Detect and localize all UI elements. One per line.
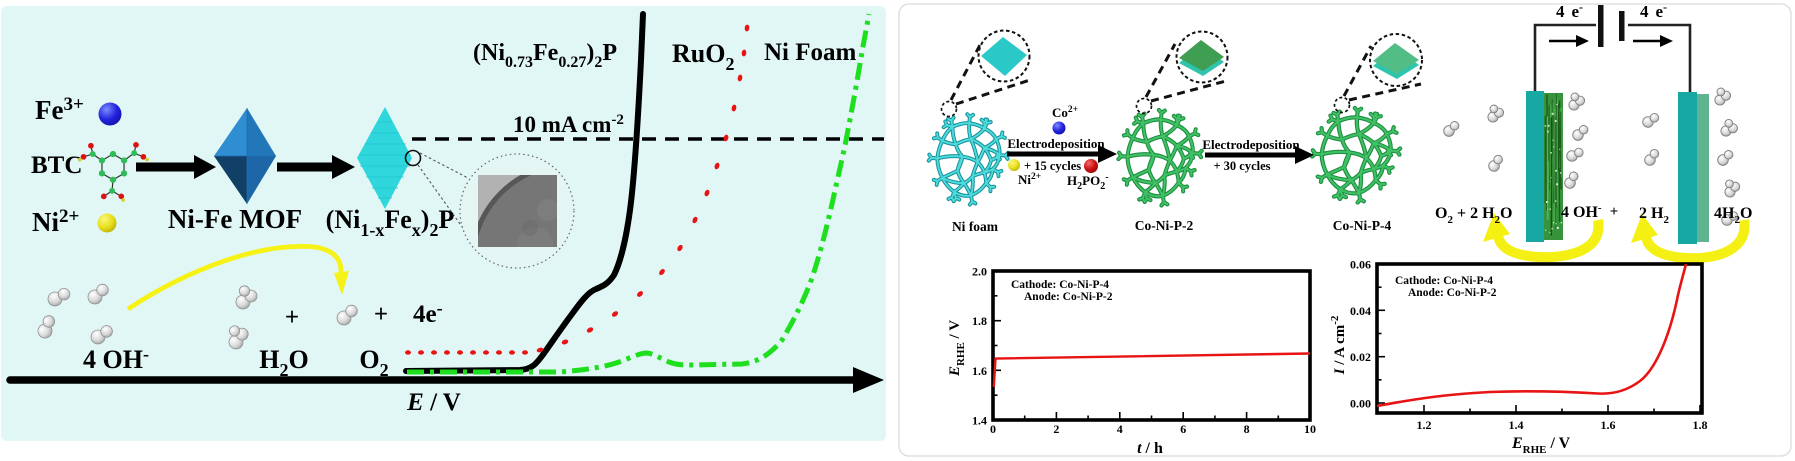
svg-text:I / A cm-2: I / A cm-2 xyxy=(1329,315,1348,375)
svg-text:(Ni0.73Fe0.27)2P: (Ni0.73Fe0.27)2P xyxy=(473,40,617,71)
svg-text:ERHE / V: ERHE / V xyxy=(1511,435,1571,456)
svg-text:1.6: 1.6 xyxy=(1601,418,1616,432)
svg-text:Co-Ni-P-2: Co-Ni-P-2 xyxy=(1135,218,1194,233)
svg-text:0.06: 0.06 xyxy=(1350,258,1371,272)
svg-text:10: 10 xyxy=(1304,422,1316,436)
svg-text:1.6: 1.6 xyxy=(972,364,987,378)
svg-text:Electrodeposition: Electrodeposition xyxy=(1202,137,1300,152)
svg-text:+: + xyxy=(374,301,388,328)
svg-text:Anode: Co-Ni-P-2: Anode: Co-Ni-P-2 xyxy=(1024,291,1113,303)
svg-text:10 mA cm-2: 10 mA cm-2 xyxy=(513,112,624,137)
svg-text:6: 6 xyxy=(1180,422,1186,436)
svg-text:8: 8 xyxy=(1244,422,1250,436)
svg-text:+: + xyxy=(285,304,299,331)
svg-text:Cathode: Co-Ni-P-4: Cathode: Co-Ni-P-4 xyxy=(1011,279,1109,291)
svg-text:Co-Ni-P-4: Co-Ni-P-4 xyxy=(1333,218,1392,233)
svg-text:Ni foam: Ni foam xyxy=(952,219,999,234)
svg-text:0: 0 xyxy=(990,422,996,436)
svg-text:+ 30 cycles: + 30 cycles xyxy=(1213,159,1270,173)
svg-text:+: + xyxy=(1610,204,1619,220)
svg-text:2 H2: 2 H2 xyxy=(1639,205,1669,226)
svg-text:0.02: 0.02 xyxy=(1350,350,1371,364)
svg-text:+ 15 cycles: + 15 cycles xyxy=(1024,159,1081,173)
svg-text:Anode: Co-Ni-P-2: Anode: Co-Ni-P-2 xyxy=(1408,287,1497,299)
svg-text:Electrodeposition: Electrodeposition xyxy=(1007,136,1105,151)
svg-text:4 OH-: 4 OH- xyxy=(1561,202,1602,221)
svg-text:0.04: 0.04 xyxy=(1350,304,1371,318)
svg-text:E / V: E / V xyxy=(406,389,461,416)
svg-text:4: 4 xyxy=(1117,422,1123,436)
svg-text:Ni Foam: Ni Foam xyxy=(764,39,857,66)
svg-text:0.00: 0.00 xyxy=(1350,397,1371,411)
svg-text:t / h: t / h xyxy=(1137,440,1163,457)
svg-text:1.4: 1.4 xyxy=(1509,418,1524,432)
svg-text:2.0: 2.0 xyxy=(972,265,987,279)
svg-text:1.8: 1.8 xyxy=(1693,418,1708,432)
svg-text:1.2: 1.2 xyxy=(1417,418,1432,432)
svg-text:ERHE / V: ERHE / V xyxy=(947,320,967,377)
svg-text:Ni-Fe MOF: Ni-Fe MOF xyxy=(168,204,302,234)
svg-text:1.8: 1.8 xyxy=(972,314,987,328)
svg-text:BTC: BTC xyxy=(31,152,82,179)
svg-text:4 OH-: 4 OH- xyxy=(83,344,149,374)
svg-text:4H2O: 4H2O xyxy=(1714,205,1752,226)
svg-text:1.4: 1.4 xyxy=(972,414,987,428)
svg-text:Cathode: Co-Ni-P-4: Cathode: Co-Ni-P-4 xyxy=(1395,275,1493,287)
svg-text:O2 + 2 H2O: O2 + 2 H2O xyxy=(1435,205,1512,226)
svg-text:2: 2 xyxy=(1053,422,1059,436)
